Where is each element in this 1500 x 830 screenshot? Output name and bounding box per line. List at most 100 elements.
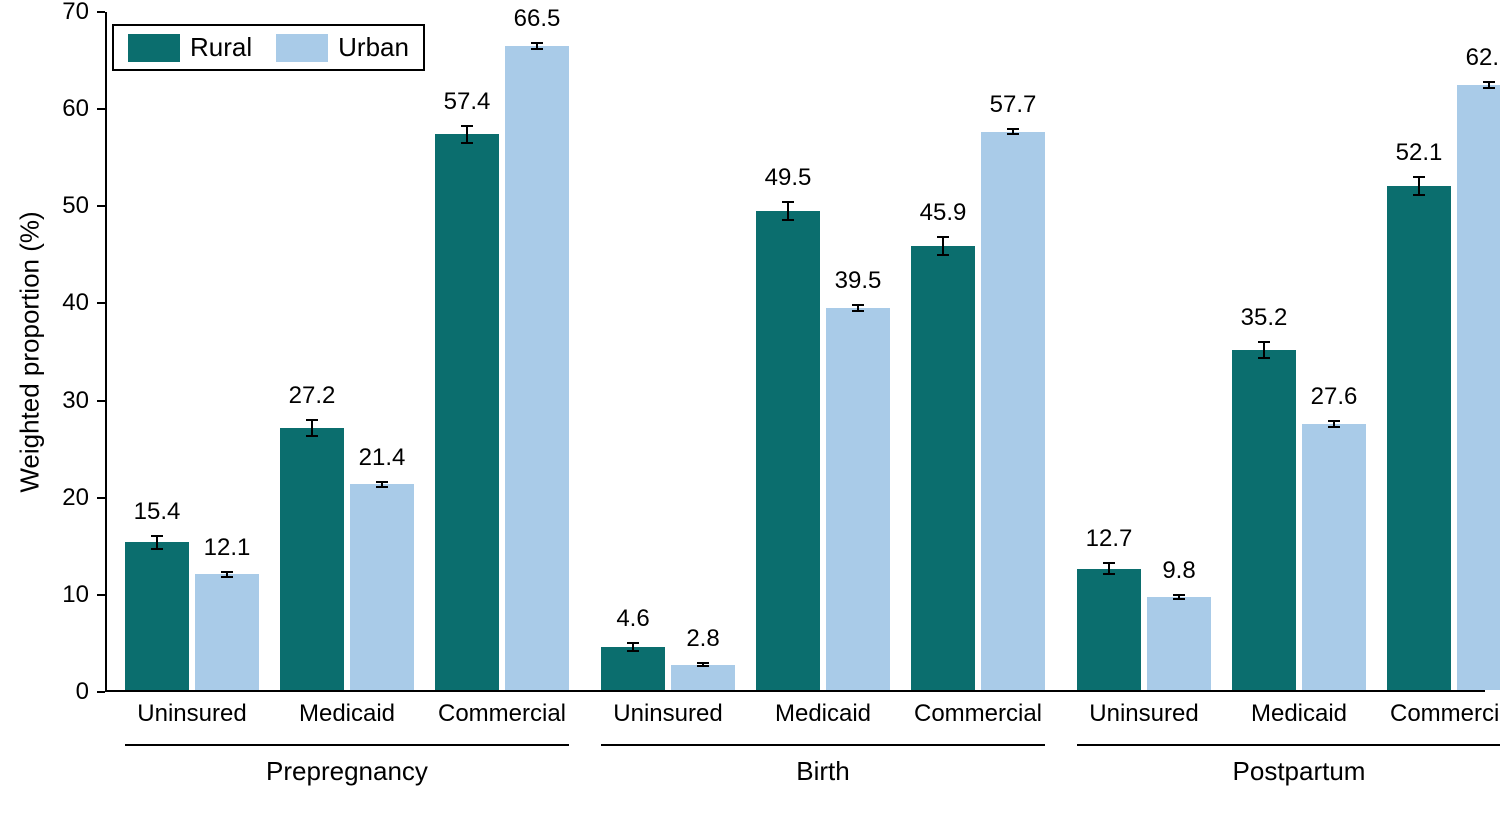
error-cap: [937, 254, 949, 256]
error-cap: [1173, 598, 1185, 600]
bar-value-label: 39.5: [835, 267, 882, 295]
error-bar: [787, 202, 789, 219]
weighted-proportion-chart: 15.412.127.221.457.466.54.62.849.539.545…: [0, 0, 1500, 830]
error-cap: [1173, 594, 1185, 596]
error-cap: [697, 665, 709, 667]
error-cap: [852, 304, 864, 306]
y-axis-title: Weighted proportion (%): [15, 211, 46, 492]
error-bar: [311, 420, 313, 436]
bar-value-label: 45.9: [920, 199, 967, 227]
error-cap: [782, 219, 794, 221]
bar-rural: [601, 647, 665, 690]
error-cap: [1007, 128, 1019, 130]
legend: Rural Urban: [112, 24, 425, 71]
error-cap: [1328, 426, 1340, 428]
error-bar: [156, 536, 158, 550]
error-cap: [782, 201, 794, 203]
error-cap: [221, 571, 233, 573]
bar-rural: [435, 134, 499, 690]
bar-urban: [981, 132, 1045, 691]
bar-value-label: 57.4: [444, 88, 491, 116]
x-group-label: Prepregnancy: [266, 756, 428, 787]
x-subgroup-label: Uninsured: [613, 700, 722, 728]
bar-rural: [1232, 350, 1296, 690]
bar-value-label: 27.6: [1311, 383, 1358, 411]
error-cap: [627, 650, 639, 652]
bar-urban: [195, 574, 259, 690]
y-tick-mark: [97, 205, 105, 207]
error-cap: [1103, 562, 1115, 564]
error-cap: [151, 535, 163, 537]
bar-urban: [671, 665, 735, 690]
x-subgroup-label: Uninsured: [137, 700, 246, 728]
y-tick-mark: [97, 691, 105, 693]
error-cap: [461, 142, 473, 144]
x-subgroup-label: Commercial: [914, 700, 1042, 728]
x-group-underline: [1077, 744, 1500, 746]
bar-value-label: 4.6: [616, 605, 649, 633]
x-subgroup-label: Commercial: [1390, 700, 1500, 728]
x-subgroup-label: Uninsured: [1089, 700, 1198, 728]
bar-urban: [1302, 424, 1366, 690]
bar-value-label: 2.8: [686, 625, 719, 653]
x-axis-line: [105, 690, 1485, 692]
error-cap: [1413, 194, 1425, 196]
error-bar: [942, 237, 944, 254]
bar-value-label: 9.8: [1162, 557, 1195, 585]
x-subgroup-label: Commercial: [438, 700, 566, 728]
error-bar: [1263, 342, 1265, 358]
y-tick-label: 60: [0, 95, 89, 123]
plot-area: 15.412.127.221.457.466.54.62.849.539.545…: [105, 12, 1485, 692]
error-cap: [627, 642, 639, 644]
bar-value-label: 35.2: [1241, 304, 1288, 332]
bar-value-label: 62.5: [1466, 44, 1500, 72]
bar-value-label: 27.2: [289, 382, 336, 410]
x-subgroup-label: Medicaid: [775, 700, 871, 728]
x-group-underline: [125, 744, 569, 746]
y-tick-label: 0: [0, 678, 89, 706]
legend-label-rural: Rural: [190, 32, 252, 63]
y-tick-mark: [97, 11, 105, 13]
error-cap: [1007, 133, 1019, 135]
y-tick-mark: [97, 594, 105, 596]
error-cap: [937, 236, 949, 238]
bar-rural: [911, 246, 975, 690]
error-cap: [376, 486, 388, 488]
bar-rural: [280, 428, 344, 690]
bar-rural: [1077, 569, 1141, 690]
bar-urban: [1147, 597, 1211, 690]
error-cap: [376, 481, 388, 483]
error-cap: [221, 576, 233, 578]
error-cap: [1258, 341, 1270, 343]
error-bar: [466, 126, 468, 143]
y-tick-mark: [97, 497, 105, 499]
error-cap: [1483, 87, 1495, 89]
bar-value-label: 12.1: [204, 534, 251, 562]
error-cap: [151, 548, 163, 550]
bar-urban: [350, 484, 414, 690]
y-axis-line: [105, 12, 107, 692]
error-cap: [1258, 357, 1270, 359]
error-cap: [1328, 420, 1340, 422]
y-tick-mark: [97, 400, 105, 402]
bar-value-label: 52.1: [1396, 139, 1443, 167]
legend-label-urban: Urban: [338, 32, 409, 63]
bar-urban: [1457, 85, 1500, 690]
bar-value-label: 49.5: [765, 164, 812, 192]
x-group-label: Birth: [796, 756, 849, 787]
x-group-label: Postpartum: [1233, 756, 1366, 787]
bar-rural: [125, 542, 189, 690]
bar-value-label: 21.4: [359, 444, 406, 472]
bar-value-label: 57.7: [990, 91, 1037, 119]
error-cap: [1483, 81, 1495, 83]
y-tick-mark: [97, 108, 105, 110]
bar-value-label: 15.4: [134, 498, 181, 526]
x-subgroup-label: Medicaid: [1251, 700, 1347, 728]
bar-urban: [826, 308, 890, 690]
y-tick-label: 10: [0, 581, 89, 609]
legend-swatch-rural: [128, 34, 180, 62]
error-cap: [1103, 573, 1115, 575]
error-cap: [697, 662, 709, 664]
error-cap: [852, 310, 864, 312]
bar-rural: [756, 211, 820, 690]
